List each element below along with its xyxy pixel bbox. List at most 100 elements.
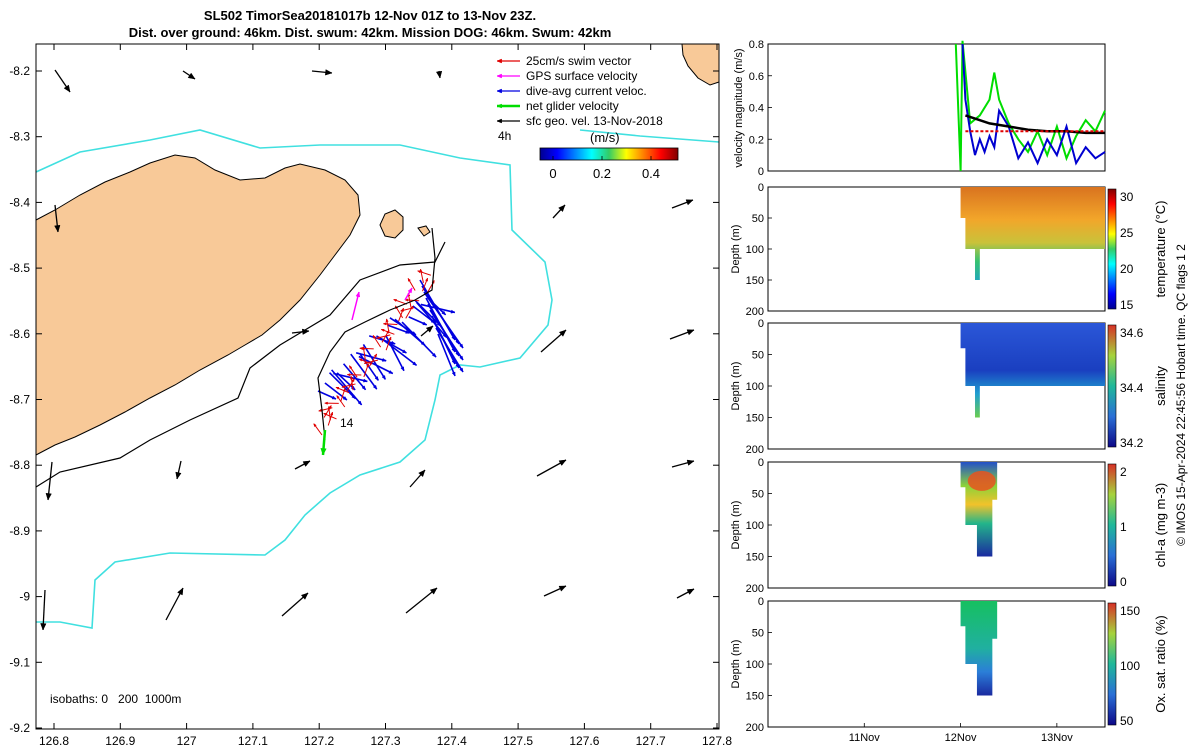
geostrophic-arrow <box>536 459 567 477</box>
depth-tick-label: 150 <box>746 552 764 564</box>
velocity-series-line <box>954 40 1106 172</box>
colorbar-tick-label: 34.4 <box>1120 381 1144 395</box>
net-glider-velocity-arrow <box>320 429 327 456</box>
swim-vector <box>422 277 429 292</box>
legend-swatch <box>496 118 520 124</box>
map-y-tick-label: -9.1 <box>9 655 30 669</box>
map-x-tick-label: 127.1 <box>238 734 268 748</box>
map-x-tick-label: 127.2 <box>304 734 334 748</box>
map-y-tick-label: -9.2 <box>9 721 30 735</box>
velocity-y-tick-label: 0.6 <box>749 71 764 83</box>
map-y-tick-label: -8.5 <box>9 261 30 275</box>
geostrophic-arrow <box>291 328 310 335</box>
depth-axis-label: Depth (m) <box>730 362 742 411</box>
swim-vector <box>323 412 337 420</box>
geostrophic-arrow <box>294 460 311 470</box>
geostrophic-arrow <box>405 587 438 614</box>
map-y-tick-label: -8.9 <box>9 524 30 538</box>
section-data-field <box>960 601 998 696</box>
legend-swatch <box>496 103 520 109</box>
swim-vector <box>385 336 392 351</box>
geostrophic-arrow <box>671 459 695 468</box>
isobath-1000m <box>35 129 553 629</box>
depth-tick-label: 50 <box>752 350 764 362</box>
colorbar-tick-label: 25 <box>1120 226 1134 240</box>
geostrophic-arrow <box>281 592 309 617</box>
swim-vector <box>404 298 420 302</box>
land-small-islet <box>417 225 431 237</box>
depth-tick-label: 200 <box>746 722 764 734</box>
section-colorbar <box>1107 602 1117 726</box>
current-vector <box>423 291 464 349</box>
section-panel: 0 50 100 150 200 Depth (m) 15 20 25 30 temperature… <box>730 182 1168 318</box>
colorbar-tick-label: 0.4 <box>642 166 660 181</box>
map-x-tick-label: 127 <box>177 734 197 748</box>
section-data-field <box>960 323 1105 418</box>
glider-track <box>313 227 464 456</box>
geostrophic-arrow <box>311 69 333 76</box>
map-x-tick-label: 127.5 <box>503 734 533 748</box>
geostrophic-arrow <box>540 329 567 353</box>
swim-vector <box>341 383 356 389</box>
velocity-axes: 0 0.2 0.4 0.6 0.8 <box>749 39 772 178</box>
colorbar-tick-label: 100 <box>1120 659 1140 673</box>
map-x-tick-label: 126.8 <box>39 734 69 748</box>
section-frame <box>767 600 1106 728</box>
colorbar-tick-label: 34.2 <box>1120 436 1144 450</box>
swim-vector <box>350 375 354 391</box>
colorbar-tick-label: 30 <box>1120 190 1134 204</box>
velocity-y-tick-label: 0.2 <box>749 134 764 146</box>
geostrophic-arrow <box>671 199 694 209</box>
swim-vector <box>399 307 415 312</box>
swim-vector <box>393 299 408 305</box>
map-y-tick-label: -8.2 <box>9 64 30 78</box>
velocity-series-line <box>965 114 1105 135</box>
geostrophic-arrow <box>182 70 196 80</box>
velocity-y-tick-label: 0.8 <box>749 39 764 51</box>
swim-vector <box>363 359 378 365</box>
legend-label: 25cm/s swim vector <box>526 54 631 68</box>
depth-tick-label: 0 <box>758 596 764 608</box>
current-vector <box>324 382 348 401</box>
velocity-lines <box>954 40 1106 172</box>
swim-vector <box>318 407 333 412</box>
current-vector <box>331 369 363 406</box>
depth-tick-label: 150 <box>746 691 764 703</box>
current-vector <box>408 316 428 326</box>
colorbar-tick-label: 20 <box>1120 262 1134 276</box>
colorbar-tick-label: 150 <box>1120 604 1140 618</box>
colorbar-label: temperature (°C) <box>1153 201 1168 298</box>
colorbar-label: Ox. sat. ratio (%) <box>1153 615 1168 713</box>
isobath-1000m-north <box>579 129 720 143</box>
velocity-y-tick-label: 0 <box>758 166 764 178</box>
map-y-tick-label: -8.8 <box>9 458 30 472</box>
depth-tick-label: 100 <box>746 244 764 256</box>
chart-title: SL502 TimorSea20181017b 12-Nov 01Z to 13… <box>203 8 537 23</box>
geostrophic-arrow <box>420 325 434 337</box>
colorbar-tick-label: 0 <box>549 166 556 181</box>
legend-label: dive-avg current veloc. <box>526 84 647 98</box>
map-y-tick-label: -9 <box>19 590 30 604</box>
geostrophic-arrow <box>435 70 443 79</box>
section-data-field <box>960 187 1105 280</box>
map-x-tick-label: 127.3 <box>370 734 400 748</box>
depth-tick-label: 200 <box>746 444 764 456</box>
geostrophic-arrow <box>45 461 53 501</box>
time-axis: 11Nov 12Nov 13Nov <box>849 723 1073 744</box>
geostrophic-arrow <box>409 469 426 488</box>
swim-vector <box>348 365 358 378</box>
depth-tick-label: 50 <box>752 628 764 640</box>
section-colorbar <box>1107 324 1117 448</box>
legend-swatch <box>496 88 520 94</box>
current-vector <box>437 333 456 377</box>
colorbar-tick-label: 50 <box>1120 714 1134 728</box>
depth-tick-label: 100 <box>746 520 764 532</box>
map-x-tick-label: 126.9 <box>105 734 135 748</box>
chl-maximum-patch <box>967 470 996 491</box>
current-vector <box>401 321 437 358</box>
depth-tick-label: 0 <box>758 182 764 194</box>
current-vector <box>435 327 464 373</box>
geostrophic-arrow <box>40 589 47 631</box>
colorbar-tick-label: 0.2 <box>593 166 611 181</box>
